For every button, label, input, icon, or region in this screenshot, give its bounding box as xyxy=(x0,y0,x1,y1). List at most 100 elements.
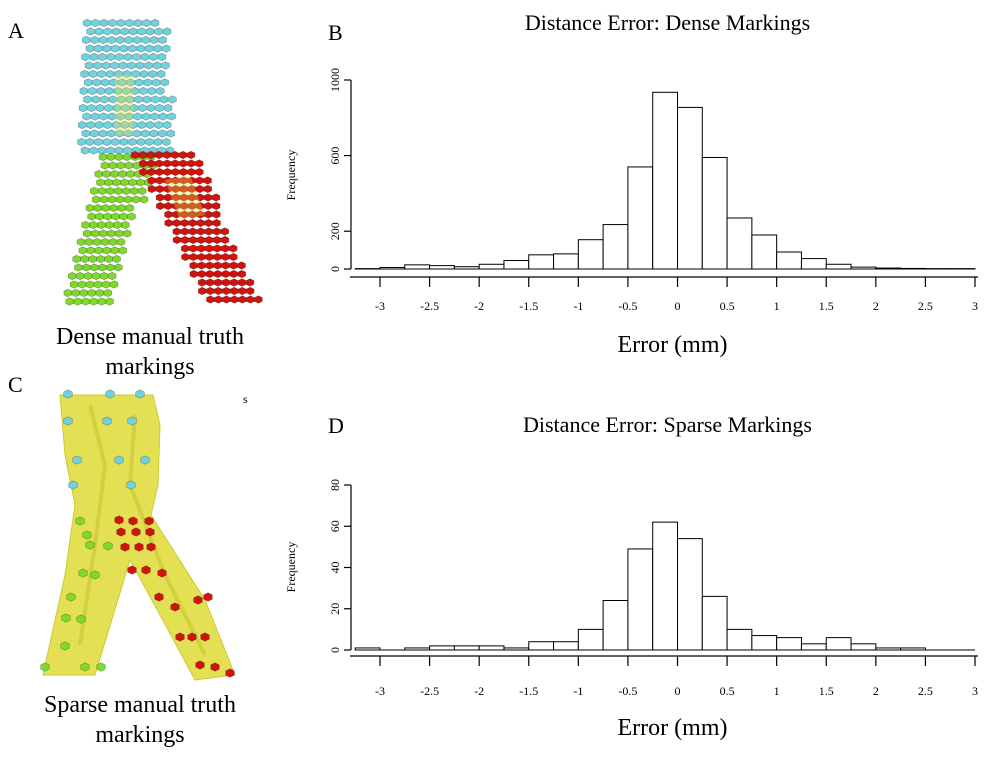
left-branch-marker xyxy=(75,516,85,526)
left-branch-marker xyxy=(92,237,102,247)
right-branch-marker xyxy=(204,227,213,236)
right-branch-marker xyxy=(203,184,212,194)
trunk-marker xyxy=(129,120,138,130)
y-axis-label: Frequency xyxy=(284,150,298,201)
vessel-shading xyxy=(78,404,108,646)
x-tick-label: -2 xyxy=(474,684,484,698)
left-branch-marker xyxy=(63,288,73,298)
right-branch-marker xyxy=(179,193,189,202)
left-branch-marker xyxy=(82,263,91,272)
trunk-marker xyxy=(112,103,122,113)
left-branch-marker xyxy=(123,195,133,204)
right-branch-marker xyxy=(139,167,148,177)
y-tick-label: 20 xyxy=(328,603,342,615)
left-branch-marker xyxy=(113,186,123,196)
panel-label-c: C xyxy=(8,372,23,397)
y-tick-label: 1000 xyxy=(328,68,342,92)
right-branch-marker xyxy=(198,286,207,296)
trunk-marker xyxy=(80,69,89,79)
trunk-marker xyxy=(135,78,144,87)
left-branch-marker xyxy=(80,254,89,264)
right-branch-marker xyxy=(146,542,156,552)
left-branch-marker xyxy=(66,592,76,602)
trunk-marker xyxy=(86,27,95,36)
trunk-marker xyxy=(141,112,151,121)
trunk-marker xyxy=(102,137,112,147)
panel-label-b: B xyxy=(328,20,343,45)
trunk-marker xyxy=(140,455,150,465)
histogram-bar xyxy=(652,521,678,651)
trunk-marker xyxy=(81,35,91,45)
x-tick-label: 1 xyxy=(774,299,780,313)
right-branch-marker xyxy=(172,210,181,219)
left-branch-marker xyxy=(122,186,131,196)
histogram-bar xyxy=(503,259,530,270)
right-branch-marker xyxy=(172,235,182,245)
left-branch-marker xyxy=(111,212,120,221)
right-branch-marker xyxy=(222,295,231,304)
right-branch-marker xyxy=(189,261,198,270)
stray-mark: s xyxy=(243,392,248,406)
trunk-marker xyxy=(111,137,120,147)
right-branch-marker xyxy=(170,602,180,612)
left-branch-marker xyxy=(80,662,90,672)
right-branch-marker xyxy=(187,193,197,202)
dense-caption: Dense manual truth markings xyxy=(56,324,244,380)
trunk-marker xyxy=(168,95,177,104)
left-branch-marker xyxy=(93,203,103,213)
right-branch-marker xyxy=(156,201,165,211)
right-branch-marker xyxy=(131,527,141,537)
trunk-marker xyxy=(79,86,89,96)
x-tick-label: 2.5 xyxy=(918,684,933,698)
trunk-marker xyxy=(94,44,103,53)
left-branch-marker xyxy=(83,271,93,281)
left-branch-marker xyxy=(136,178,145,187)
right-branch-marker xyxy=(155,167,164,177)
trunk-marker xyxy=(152,78,161,87)
right-branch-markings xyxy=(130,150,263,304)
trunk-marker xyxy=(143,78,152,87)
left-branch-marker xyxy=(105,220,114,230)
trunk-marker xyxy=(153,137,163,147)
trunk-marker xyxy=(80,146,90,155)
right-branch-marker xyxy=(204,218,213,228)
left-branch-marker xyxy=(103,288,113,298)
trunk-marker xyxy=(166,129,175,138)
right-branch-marker xyxy=(230,286,239,296)
histogram-bar xyxy=(751,234,778,270)
trunk-marker xyxy=(135,389,145,399)
left-branch-marker xyxy=(97,186,107,196)
right-branch-marker xyxy=(163,184,172,194)
left-branch-marker xyxy=(109,280,119,289)
left-branch-marker xyxy=(128,178,137,187)
y-tick-label: 0 xyxy=(328,266,342,272)
left-branch-marker xyxy=(121,220,130,230)
trunk-marker xyxy=(158,35,167,45)
right-branch-marker xyxy=(178,150,188,160)
trunk-marker xyxy=(142,18,151,28)
right-branch-marker xyxy=(205,252,214,262)
right-branch-marker xyxy=(188,210,197,219)
left-branch-marker xyxy=(81,220,90,230)
trunk-marker xyxy=(156,86,165,96)
left-branch-marker xyxy=(86,246,96,255)
trunk-marker xyxy=(131,69,140,79)
left-branch-marker xyxy=(87,212,96,221)
trunk-marker xyxy=(150,35,159,45)
trunk-marker xyxy=(108,18,117,28)
trunk-marker xyxy=(85,44,95,53)
trunk-marker xyxy=(97,69,106,79)
right-branch-marker xyxy=(197,269,206,279)
trunk-marker xyxy=(89,52,99,62)
histogram-bar xyxy=(553,641,579,651)
trunk-marker xyxy=(115,129,124,138)
x-tick-label: 0 xyxy=(675,299,681,313)
right-branch-marker xyxy=(187,632,197,642)
right-branch-marker xyxy=(230,295,239,304)
trunk-marker xyxy=(147,86,156,96)
trunk-marker xyxy=(78,103,88,113)
trunk-marker xyxy=(108,95,118,104)
trunk-marker xyxy=(114,455,124,465)
trunk-marker xyxy=(98,52,107,62)
trunk-marker xyxy=(142,95,152,104)
